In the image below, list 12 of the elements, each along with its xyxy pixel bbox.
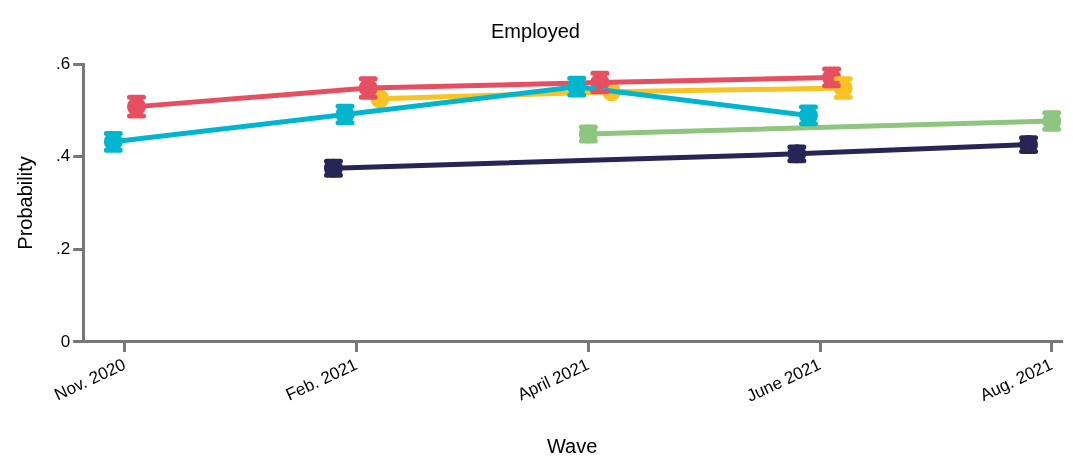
y-tick-label: 0 — [60, 331, 71, 351]
x-tick-label: June 2021 — [743, 354, 824, 406]
y-tick-label: .2 — [55, 238, 71, 258]
x-tick-label: April 2021 — [514, 354, 592, 405]
y-tick-label: .4 — [55, 146, 71, 166]
chart-title: Employed — [491, 19, 580, 42]
x-tick-label: Aug. 2021 — [977, 354, 1056, 405]
x-tick-label: Nov. 2020 — [51, 354, 129, 405]
y-axis-title: Probability — [13, 156, 36, 250]
y-tick-label: .6 — [55, 53, 71, 73]
x-tick-label: Feb. 2021 — [282, 354, 361, 405]
x-axis-title: Wave — [546, 434, 598, 457]
